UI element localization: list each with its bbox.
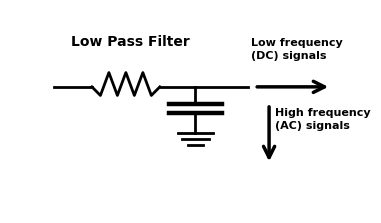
Text: Low Pass Filter: Low Pass Filter: [71, 35, 190, 49]
Text: Low frequency
(DC) signals: Low frequency (DC) signals: [251, 38, 343, 61]
Text: High frequency
(AC) signals: High frequency (AC) signals: [275, 108, 371, 131]
